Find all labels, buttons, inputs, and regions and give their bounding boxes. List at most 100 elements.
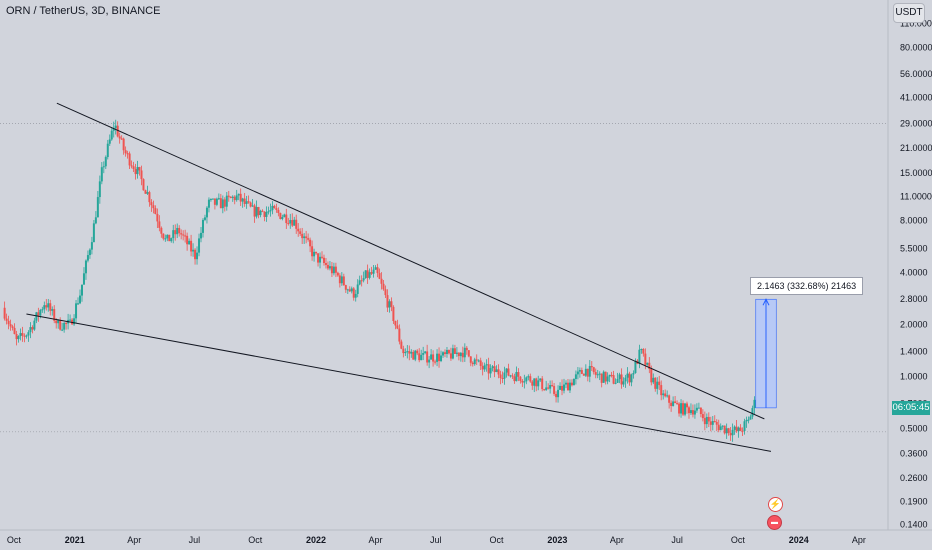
candle-body [432,354,435,362]
candle-body [707,416,710,422]
candle-body [59,319,62,330]
candle-body [370,272,373,274]
candle-body [77,303,80,305]
candle-body [572,378,575,386]
candle-body [561,385,564,391]
candle-body [400,341,403,349]
x-tick-label: Oct [490,535,505,545]
candle-body [269,210,272,212]
candle-body [376,267,379,274]
candle-body [543,389,546,391]
candle-body [564,382,567,385]
candle-body [92,223,95,243]
candle-body [106,143,109,158]
candle-body [442,352,445,356]
candle-body [483,365,486,370]
candle-body [680,403,683,414]
candle-body [606,376,609,382]
candle-body [39,310,42,316]
candle-body [160,227,163,234]
candle-body [638,349,641,364]
lightning-icon[interactable]: ⚡ [768,497,783,512]
candle-body [124,150,127,154]
candle-body [471,362,474,365]
measure-arrow-head [762,298,770,306]
candle-body [198,238,201,253]
candle-body [428,359,431,363]
candle-body [497,369,500,375]
candle-body [84,260,87,274]
candle-body [311,246,314,257]
candle-body [249,202,252,207]
candle-body [547,387,550,389]
candle-body [211,198,214,200]
candle-body [404,352,407,354]
candle-body [491,366,494,369]
candle-body [594,372,597,375]
candle-body [336,272,339,276]
candle-body [628,373,631,383]
candle-body [182,234,185,236]
candle-body [465,347,468,351]
candle-body [517,372,520,377]
candle-body [618,374,621,380]
candle-body [598,373,601,375]
candle-body [515,372,518,382]
candle-body [291,220,294,226]
candle-body [75,303,78,319]
candle-body [745,419,748,422]
y-tick-label: 8.0000 [900,215,928,225]
candle-body [120,138,123,140]
candle-body [685,403,688,408]
y-tick-label: 0.2600 [900,473,928,483]
candle-body [656,381,659,389]
candle-body [733,426,736,430]
candle-body [136,167,139,175]
candle-body [531,381,534,386]
candle-body [642,349,645,354]
candle-body [49,303,52,311]
candle-body [687,407,690,414]
candle-body [695,407,698,411]
candle-body [455,352,458,354]
candle-body [644,353,647,365]
candle-body [5,318,8,321]
candle-body [713,421,716,423]
currency-unit-button[interactable]: USDT [893,3,925,23]
candle-body [610,374,613,376]
candle-body [563,384,566,391]
candle-body [654,377,657,389]
candle-body [438,353,441,362]
candle-body [23,335,26,337]
candle-body [172,230,175,239]
candle-body [555,393,558,398]
candle-body [711,421,714,425]
us-flag-icon[interactable]: ▬ [767,515,782,530]
candle-body [267,211,270,213]
candle-body [634,360,637,374]
candle-body [144,190,147,194]
candle-body [152,205,155,209]
candle-body [499,374,502,378]
y-tick-label: 21.0000 [900,143,932,153]
candle-body [128,153,131,166]
candle-body [207,199,210,208]
candle-body [614,382,617,384]
candle-body [247,201,250,203]
candle-body [674,401,677,404]
candle-body [588,366,591,377]
candle-body [501,377,504,379]
candle-body [473,359,476,365]
candle-body [372,269,375,274]
candle-body [535,378,538,387]
candle-body [576,371,579,375]
candle-body [51,309,54,311]
candle-body [622,381,625,385]
candle-body [215,198,218,205]
candle-body [17,336,20,340]
candle-body [541,378,544,390]
candle-body [684,403,687,415]
candle-body [265,211,268,217]
candle-body [73,318,76,325]
